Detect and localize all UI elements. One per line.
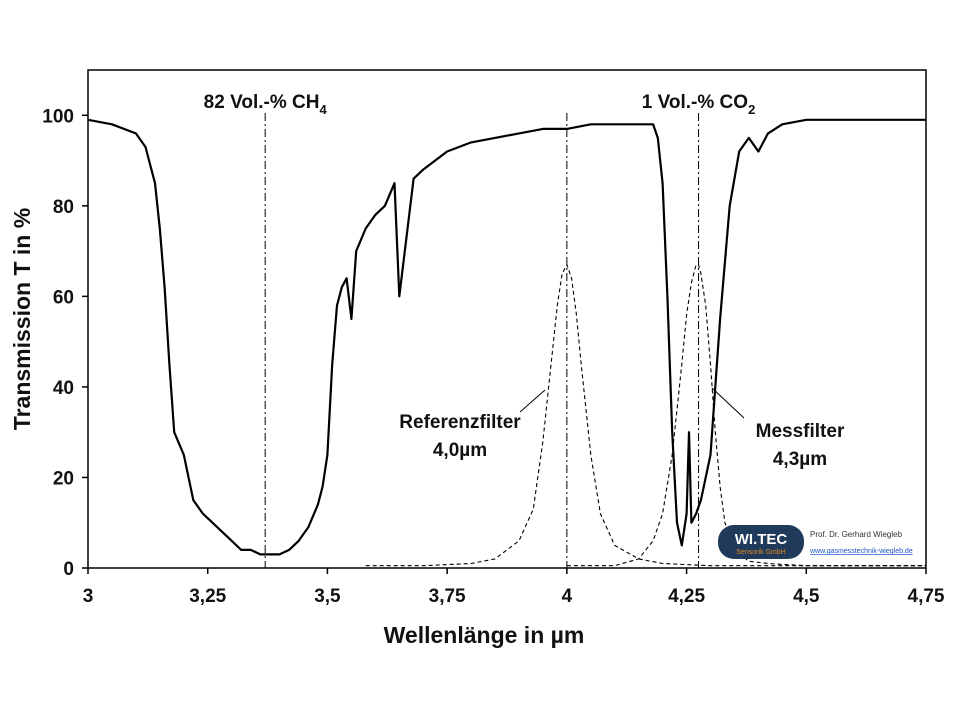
- filter-leader-line: [711, 387, 745, 419]
- y-axis-title: Transmission T in %: [9, 208, 35, 430]
- filter-label-line2: 4,0µm: [433, 440, 487, 461]
- x-tick-label: 4: [562, 586, 573, 607]
- gas-label-subscript: 4: [319, 102, 327, 117]
- filter-label-line2: 4,3µm: [773, 449, 827, 470]
- y-tick-label: 20: [53, 468, 74, 489]
- reference-lines: [264, 113, 700, 568]
- filter-leader-line: [519, 389, 546, 413]
- x-tick-label: 3,75: [429, 586, 466, 607]
- witec-logo: WI.TEC Sensorik GmbH: [718, 525, 804, 559]
- x-tick-label: 4,5: [793, 586, 820, 607]
- filter-label-line1: Messfilter: [756, 421, 845, 442]
- gas-label: 1 Vol.-% CO2: [642, 92, 756, 117]
- filter-curve-2: [566, 264, 926, 567]
- gas-label-text: 1 Vol.-% CO: [642, 92, 748, 113]
- y-tick-label: 40: [53, 378, 74, 399]
- x-tick-label: 3,25: [189, 586, 226, 607]
- y-tick-label: 80: [53, 197, 74, 218]
- y-tick-label: 100: [42, 106, 74, 127]
- annotation-group: 82 Vol.-% CH4 1 Vol.-% CO2 Referenzfilter 4…: [204, 92, 845, 470]
- gas-label: 82 Vol.-% CH4: [204, 92, 328, 117]
- transmission-line: [87, 118, 926, 556]
- y-tick-label: 0: [63, 559, 74, 580]
- x-tick-label: 3: [83, 586, 94, 607]
- filter-label-line1: Referenzfilter: [399, 412, 521, 433]
- filter-curve-1: [365, 264, 926, 567]
- y-axis-ticks: 0 20 40 60 80 100: [42, 106, 88, 580]
- x-axis-title: Wellenlänge in µm: [384, 622, 585, 648]
- x-tick-label: 4,25: [668, 586, 705, 607]
- x-tick-label: 4,75: [908, 586, 945, 607]
- author-url: www.gasmesstechnik-wiegleb.de: [809, 548, 913, 555]
- gas-label-text: 82 Vol.-% CH: [204, 92, 320, 113]
- x-axis-ticks: 3 3,25 3,5 3,75 4 4,25 4,5 4,75: [83, 568, 945, 607]
- series-group: [87, 118, 926, 567]
- gas-label-subscript: 2: [748, 102, 755, 117]
- x-tick-label: 3,5: [314, 586, 341, 607]
- logo-tagline: Sensorik GmbH: [736, 549, 785, 556]
- y-tick-label: 60: [53, 287, 74, 308]
- author-credit: Prof. Dr. Gerhard Wiegleb: [810, 530, 903, 539]
- plot-frame: [87, 69, 927, 569]
- logo-wordmark: WI.TEC: [735, 531, 788, 548]
